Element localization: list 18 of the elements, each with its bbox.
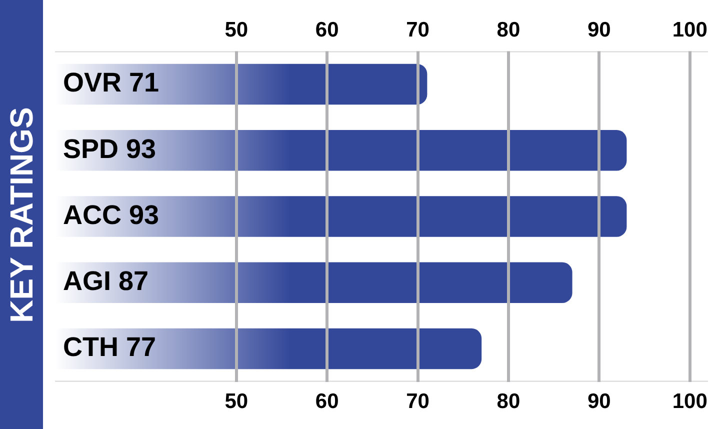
- text: KEY RATINGS: [3, 106, 40, 322]
- x2-tick-label: 60: [315, 390, 339, 414]
- x2-tick-label: 80: [496, 390, 520, 414]
- x-tick-label: 70: [406, 18, 430, 42]
- y-tick-label: SPD 93: [63, 134, 156, 164]
- x2-tick-label: 70: [406, 390, 430, 414]
- x-tick-label: 60: [315, 18, 339, 42]
- y-tick-label: ACC 93: [63, 200, 160, 230]
- x-tick-label: 100: [672, 18, 708, 42]
- y-tick-label: OVR 71: [63, 68, 160, 98]
- x-tick-label: 50: [224, 18, 248, 42]
- x2-tick-label: 90: [587, 390, 611, 414]
- y-tick-label: CTH 77: [63, 332, 156, 362]
- x2-tick-label: 50: [224, 390, 248, 414]
- x2-tick-label: 100: [672, 390, 708, 414]
- y-tick-label: AGI 87: [63, 266, 149, 296]
- x-tick-label: 90: [587, 18, 611, 42]
- x-tick-label: 80: [496, 18, 520, 42]
